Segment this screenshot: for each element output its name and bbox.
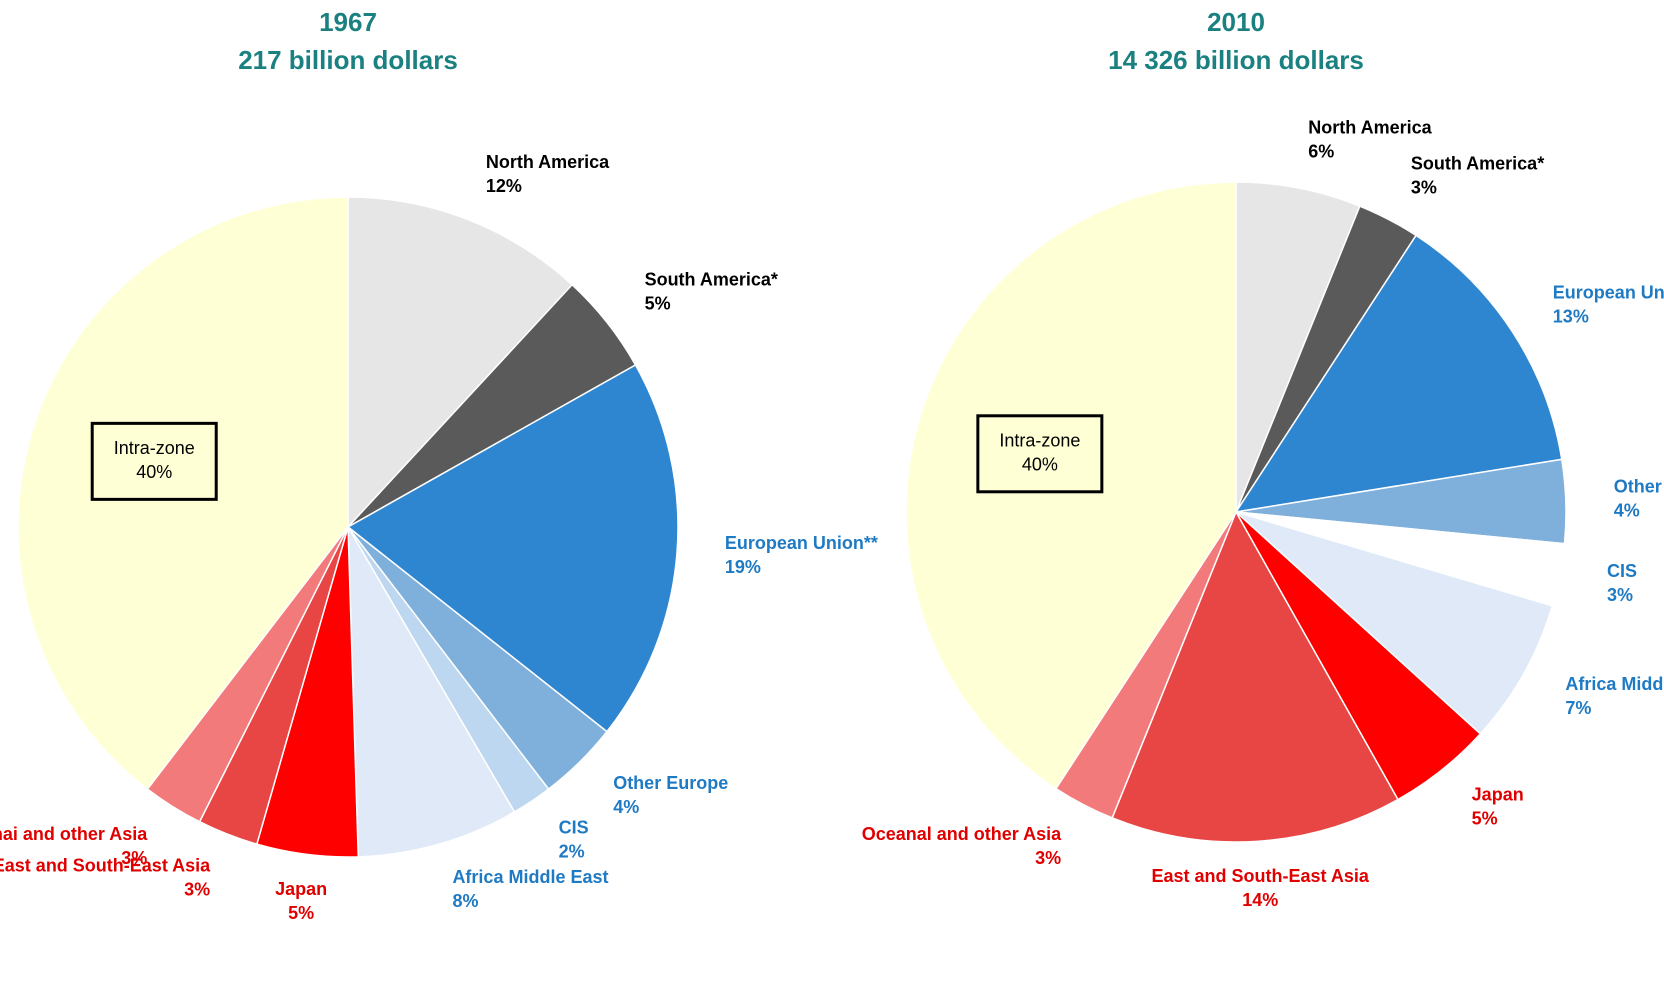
chart-subtitle: 14 326 billion dollars [1108,45,1364,75]
slice-label: Japan [1472,784,1524,804]
value-label: 40% [1022,455,1058,475]
slice-label: Other Europe [613,773,728,793]
value-label: 13% [1553,307,1589,327]
pie-slice [346,363,679,733]
value-label: 8% [452,891,478,911]
slice-label: Oceanai and other Asia [0,824,148,844]
slice-label: Africa Middle East [1565,674,1664,694]
value-label: 5% [645,293,671,313]
slice-label: South America* [645,269,778,289]
pie-slice [17,196,349,791]
pie-slice [1235,181,1361,513]
pie-slice [1111,510,1399,843]
value-label: 40% [136,462,172,482]
pie-slice [1234,234,1563,514]
value-label: 3% [1035,848,1061,868]
slice-label: North America [1308,118,1432,138]
pie-slice [347,196,574,529]
label-box [976,414,1104,494]
slice-label: East and South-East Asia [0,856,211,876]
slice-label: East and South-East Asia [1152,866,1370,886]
pie-slice [347,526,516,858]
value-label: 5% [1472,808,1498,828]
value-label: 19% [725,557,761,577]
slice-label: South America* [1411,154,1544,174]
value-label: 3% [1607,585,1633,605]
slice-label: Intra-zone [999,431,1080,451]
value-label: 3% [1411,178,1437,198]
pie-slice [1235,511,1554,735]
chart-title: 2010 [1207,7,1265,37]
chart-subtitle: 217 billion dollars [238,45,458,75]
chart-title: 1967 [319,7,377,37]
slice-label: Oceanal and other Asia [862,824,1062,844]
slice-label: Japan [275,879,327,899]
slice-label: European Union** [725,533,878,553]
slice-label: North America [486,152,610,172]
value-label: 3% [184,880,210,900]
value-label: 14% [1242,890,1278,910]
slice-label: Intra-zone [114,438,195,458]
slice-label: Other Europe [1614,477,1664,497]
value-label: 5% [288,903,314,923]
slice-label: European Union** [1553,283,1664,303]
slice-label: CIS [559,818,589,838]
label-box [90,421,218,501]
value-label: 7% [1565,698,1591,718]
slice-label: CIS [1607,561,1637,581]
pie-slice [905,181,1237,790]
value-label: 4% [613,797,639,817]
value-label: 2% [559,842,585,862]
value-label: 4% [1614,501,1640,521]
value-label: 12% [486,176,522,196]
value-label: 6% [1308,142,1334,162]
value-label: 3% [121,848,147,868]
slice-label: Africa Middle East [452,867,608,887]
